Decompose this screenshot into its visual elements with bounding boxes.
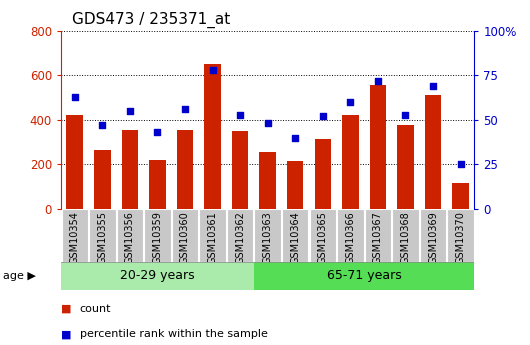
Text: GSM10369: GSM10369 [428, 211, 438, 264]
FancyBboxPatch shape [447, 209, 474, 262]
FancyBboxPatch shape [420, 209, 446, 262]
Text: count: count [80, 304, 111, 314]
FancyBboxPatch shape [199, 209, 226, 262]
Text: GSM10367: GSM10367 [373, 211, 383, 264]
Bar [259, 152, 276, 209]
FancyBboxPatch shape [61, 209, 88, 262]
Text: GSM10354: GSM10354 [70, 211, 80, 264]
Text: GSM10356: GSM10356 [125, 211, 135, 264]
Point [98, 122, 107, 128]
FancyBboxPatch shape [310, 209, 336, 262]
Point [181, 107, 189, 112]
Text: GSM10364: GSM10364 [290, 211, 300, 264]
FancyBboxPatch shape [144, 209, 171, 262]
Bar [369, 86, 386, 209]
Bar [149, 160, 166, 209]
FancyBboxPatch shape [392, 209, 419, 262]
Bar [176, 130, 193, 209]
Bar [287, 161, 304, 209]
Text: GSM10363: GSM10363 [263, 211, 272, 264]
Bar [94, 150, 111, 209]
Point [401, 112, 410, 117]
Text: age ▶: age ▶ [3, 271, 36, 281]
Text: GSM10360: GSM10360 [180, 211, 190, 264]
Point [291, 135, 299, 140]
Text: GSM10359: GSM10359 [153, 211, 162, 264]
FancyBboxPatch shape [282, 209, 308, 262]
Point [153, 130, 162, 135]
FancyBboxPatch shape [61, 262, 254, 290]
Bar [121, 130, 138, 209]
Point [374, 78, 382, 83]
FancyBboxPatch shape [254, 262, 474, 290]
FancyBboxPatch shape [117, 209, 143, 262]
Text: GSM10370: GSM10370 [456, 211, 465, 264]
Bar [66, 116, 83, 209]
FancyBboxPatch shape [89, 209, 116, 262]
Bar [342, 116, 359, 209]
Text: GSM10362: GSM10362 [235, 211, 245, 264]
Bar [425, 96, 441, 209]
Text: GSM10355: GSM10355 [98, 211, 107, 264]
Bar [397, 126, 414, 209]
Bar [204, 65, 221, 209]
Point [263, 121, 272, 126]
Text: ■: ■ [61, 329, 72, 339]
Text: GDS473 / 235371_at: GDS473 / 235371_at [72, 11, 230, 28]
FancyBboxPatch shape [254, 209, 281, 262]
Point [346, 99, 355, 105]
FancyBboxPatch shape [227, 209, 253, 262]
Bar [232, 131, 249, 209]
Text: GSM10366: GSM10366 [346, 211, 355, 264]
Text: percentile rank within the sample: percentile rank within the sample [80, 329, 267, 339]
Point [456, 161, 465, 167]
Point [70, 94, 79, 100]
FancyBboxPatch shape [172, 209, 198, 262]
Text: GSM10365: GSM10365 [318, 211, 328, 264]
Text: ■: ■ [61, 304, 72, 314]
Point [319, 114, 327, 119]
Text: 20-29 years: 20-29 years [120, 269, 195, 283]
Bar [314, 139, 331, 209]
Text: GSM10361: GSM10361 [208, 211, 217, 264]
FancyBboxPatch shape [337, 209, 364, 262]
Point [236, 112, 244, 117]
Bar [452, 183, 469, 209]
Point [208, 67, 217, 73]
Text: GSM10368: GSM10368 [401, 211, 410, 264]
FancyBboxPatch shape [365, 209, 391, 262]
Point [126, 108, 134, 114]
Point [429, 83, 437, 89]
Text: 65-71 years: 65-71 years [326, 269, 402, 283]
